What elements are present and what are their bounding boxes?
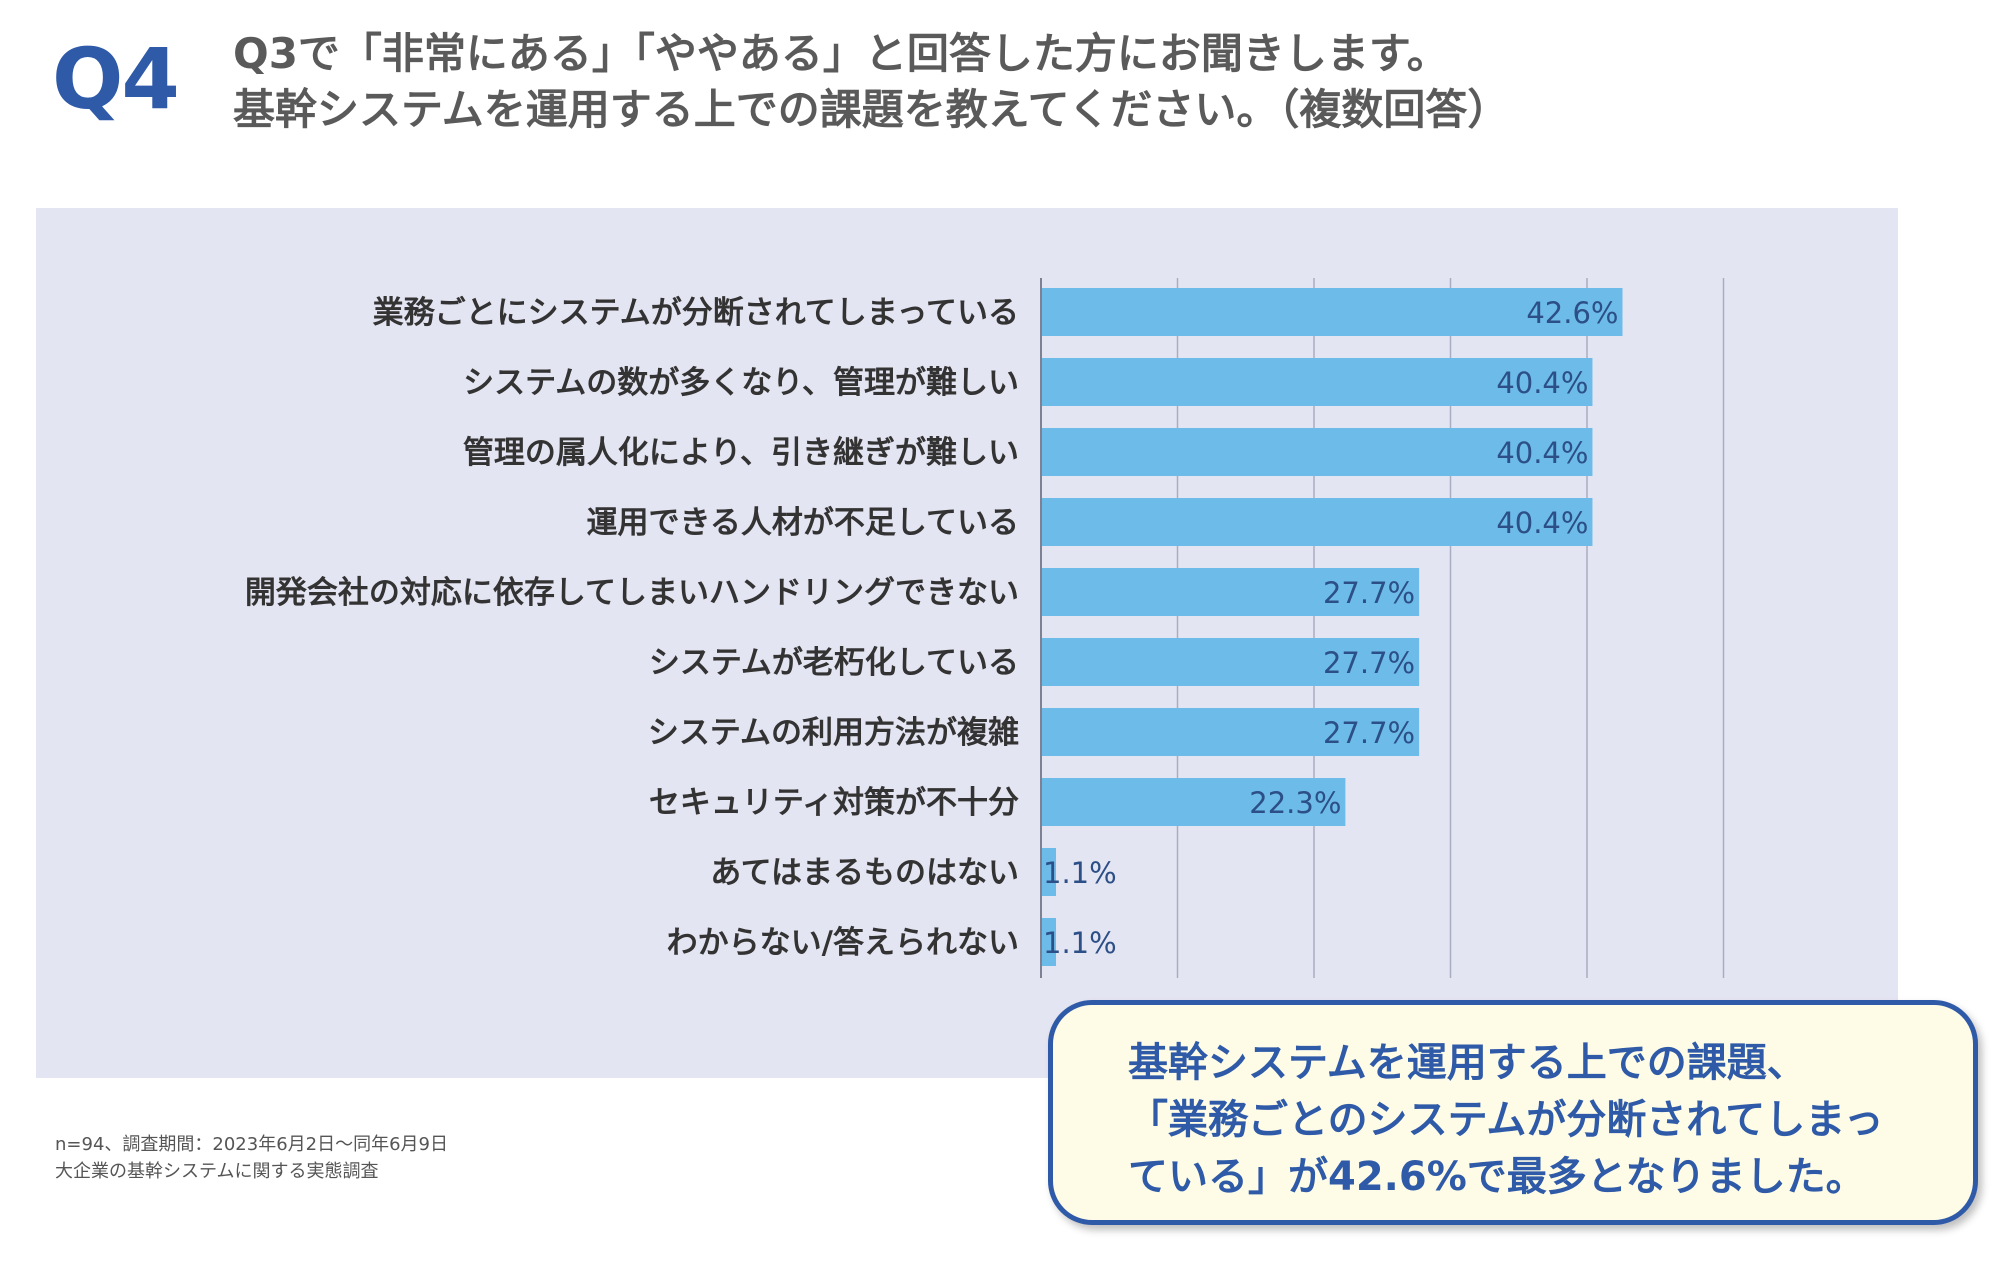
- footnote-survey-info: n=94、調査期間：2023年6月2日〜同年6月9日: [55, 1134, 449, 1155]
- value-label: 1.1%: [1043, 856, 1117, 890]
- callout-line-1: 基幹システムを運用する上での課題、: [1128, 1040, 1807, 1086]
- callout-line-3: ている」が42.6%で最多となりました。: [1128, 1154, 1866, 1200]
- bar: [1041, 848, 1057, 896]
- value-label: 42.6%: [1526, 296, 1618, 330]
- category-label: わからない/答えられない: [667, 925, 1019, 961]
- category-label: システムが老朽化している: [649, 645, 1019, 681]
- question-line-1: Q3で「非常にある」「ややある」と回答した方にお聞きします。: [233, 29, 1449, 78]
- bar: [1041, 638, 1420, 686]
- question-number: Q4: [52, 30, 180, 128]
- question-line-2: 基幹システムを運用する上での課題を教えてください。（複数回答）: [233, 85, 1510, 134]
- value-label: 22.3%: [1249, 786, 1341, 820]
- category-label: システムの数が多くなり、管理が難しい: [463, 365, 1019, 401]
- bar: [1041, 918, 1057, 966]
- bar: [1041, 358, 1593, 406]
- value-label: 27.7%: [1323, 646, 1415, 680]
- category-label: 開発会社の対応に依存してしまいハンドリングできない: [245, 575, 1019, 611]
- category-label: 業務ごとにシステムが分断されてしまっている: [373, 295, 1019, 331]
- category-label: セキュリティ対策が不十分: [649, 785, 1019, 821]
- category-label: 運用できる人材が不足している: [587, 505, 1019, 541]
- value-label: 27.7%: [1323, 576, 1415, 610]
- callout-line-2: 「業務ごとのシステムが分断されてしまっ: [1128, 1097, 1884, 1143]
- bar: [1041, 708, 1420, 756]
- bar: [1041, 778, 1346, 826]
- category-label: 管理の属人化により、引き継ぎが難しい: [463, 435, 1019, 471]
- chart-panel: 業務ごとにシステムが分断されてしまっている 42.6% システムの数が多くなり、管理…: [36, 208, 1898, 1078]
- value-label: 1.1%: [1043, 926, 1117, 960]
- footnote-survey-title: 大企業の基幹システムに関する実態調査: [55, 1161, 379, 1182]
- bar: [1041, 288, 1623, 336]
- value-label: 40.4%: [1496, 436, 1588, 470]
- category-label: システムの利用方法が複雑: [648, 715, 1019, 751]
- bar: [1041, 568, 1420, 616]
- summary-callout: 基幹システムを運用する上での課題、 「業務ごとのシステムが分断されてしまっ てい…: [1048, 1000, 1978, 1225]
- bar: [1041, 498, 1593, 546]
- value-label: 40.4%: [1496, 366, 1588, 400]
- bar-chart: 業務ごとにシステムが分断されてしまっている 42.6% システムの数が多くなり、管理…: [245, 278, 1725, 978]
- value-label: 40.4%: [1496, 506, 1588, 540]
- value-label: 27.7%: [1323, 716, 1415, 750]
- question-text: Q3で「非常にある」「ややある」と回答した方にお聞きします。 基幹システムを運用…: [233, 26, 1509, 138]
- bar: [1041, 428, 1593, 476]
- category-label: あてはまるものはない: [710, 855, 1019, 891]
- footnote: n=94、調査期間：2023年6月2日〜同年6月9日 大企業の基幹システムに関す…: [55, 1131, 448, 1185]
